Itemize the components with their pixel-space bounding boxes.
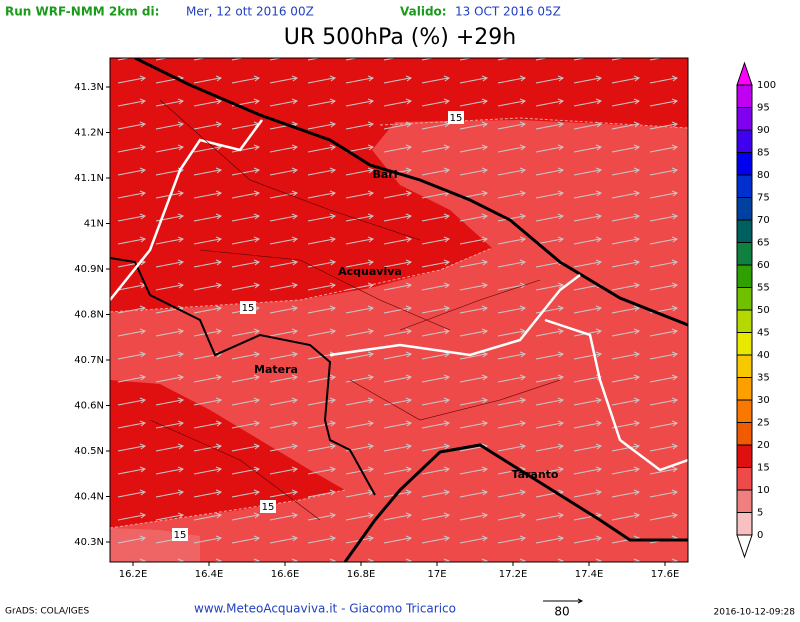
wind-vectors: [110, 58, 688, 562]
colorbar-box: [736, 489, 753, 513]
map: [110, 58, 688, 562]
lat-label: 40.7N: [74, 355, 104, 366]
lat-label: 40.5N: [74, 446, 104, 457]
lat-label: 41.2N: [74, 128, 104, 139]
colorbar-label: 10: [757, 485, 770, 496]
colorbar-label: 30: [757, 395, 770, 406]
colorbar-box: [736, 152, 753, 176]
colorbar-box: [736, 84, 753, 108]
colorbar-box: [736, 399, 753, 423]
run-date: Mer, 12 ott 2016 00Z: [186, 5, 314, 19]
colorbar-label: 40: [757, 350, 770, 361]
contour-label: 15: [242, 303, 255, 314]
lon-label: 16.4E: [195, 569, 224, 580]
lat-label: 40.3N: [74, 537, 104, 548]
colorbar-label: 55: [757, 283, 770, 294]
vector-scale-head: [577, 598, 584, 604]
software-credit: GrADS: COLA/IGES: [5, 607, 89, 617]
valid-label: Valido:: [400, 5, 447, 19]
colorbar-box: [736, 197, 753, 221]
colorbar-box: [736, 242, 753, 266]
colorbar-box: [736, 422, 753, 446]
colorbar-box: [736, 129, 753, 153]
colorbar-box: [736, 309, 753, 333]
lat-label: 40.8N: [74, 310, 104, 321]
lon-label: 16.8E: [347, 569, 376, 580]
colorbar-box: [736, 354, 753, 378]
lat-label: 41.3N: [74, 82, 104, 93]
colorbar-label: 50: [757, 305, 770, 316]
colorbar-tip: [736, 61, 753, 86]
municipal-borders: [149, 99, 561, 521]
valid-date: 13 OCT 2016 05Z: [455, 5, 561, 19]
author-credit: www.MeteoAcquaviva.it - Giacomo Tricaric…: [194, 602, 456, 616]
colorbar-label: 35: [757, 373, 770, 384]
contour-label: 15: [174, 530, 187, 541]
colorbar: 1009590858075706560555045403530252015105…: [736, 61, 776, 559]
colorbar-label: 60: [757, 260, 770, 271]
colorbar-box: [736, 264, 753, 288]
colorbar-label: 90: [757, 125, 770, 136]
axes: 41.3N 41.2N 41.1N 41N 40.9N 40.8N 40.7N 40.6N 40…: [74, 82, 679, 580]
colorbar-label: 70: [757, 215, 770, 226]
colorbar-label: 100: [757, 80, 776, 91]
lon-label: 17.2E: [499, 569, 528, 580]
contour-label: 15: [450, 113, 463, 124]
colorbar-box: [736, 444, 753, 468]
colorbar-label: 65: [757, 238, 770, 249]
colorbar-box: [736, 512, 753, 536]
timestamp: 2016-10-12-09:28: [714, 608, 796, 618]
contour: [110, 117, 688, 529]
lon-label: 17.6E: [651, 569, 680, 580]
colorbar-tip: [736, 534, 753, 559]
lat-label: 40.4N: [74, 492, 104, 503]
region-border: [110, 257, 376, 496]
contour-label: 15: [262, 502, 275, 513]
colorbar-box: [736, 287, 753, 311]
vector-scale: 80: [554, 605, 569, 619]
lat-label: 40.9N: [74, 264, 104, 275]
colorbar-box: [736, 107, 753, 131]
colorbar-box: [736, 377, 753, 401]
place-label: Bari: [372, 168, 397, 181]
lon-label: 17.4E: [575, 569, 604, 580]
contour-labels: 15 15 15 15: [172, 111, 464, 541]
place-label: Acquaviva: [338, 265, 402, 278]
colorbar-label: 85: [757, 148, 770, 159]
colorbar-label: 95: [757, 103, 770, 114]
colorbar-box: [736, 174, 753, 198]
lon-label: 16.6E: [271, 569, 300, 580]
lat-label: 40.6N: [74, 401, 104, 412]
province-border: [110, 119, 688, 472]
colorbar-label: 5: [757, 508, 763, 519]
coastline: [343, 443, 688, 562]
colorbar-box: [736, 467, 753, 491]
colorbar-label: 45: [757, 328, 770, 339]
contour-label-bg: [260, 500, 276, 513]
contour-label-bg: [172, 528, 188, 541]
lon-label: 17E: [427, 569, 446, 580]
contour-label-bg: [240, 301, 256, 314]
run-label: Run WRF-NMM 2km di:: [5, 5, 159, 19]
lat-label: 41.1N: [74, 173, 104, 184]
contour-label-bg: [448, 111, 464, 124]
title: UR 500hPa (%) +29h: [284, 25, 517, 50]
colorbar-label: 75: [757, 193, 770, 204]
place-label: Taranto: [511, 468, 558, 481]
colorbar-label: 15: [757, 463, 770, 474]
lat-label: 41N: [84, 219, 104, 230]
lon-label: 16.2E: [119, 569, 148, 580]
place-label: Matera: [254, 363, 298, 376]
colorbar-label: 0: [757, 530, 763, 541]
colorbar-label: 80: [757, 170, 770, 181]
colorbar-label: 20: [757, 440, 770, 451]
map-frame: [109, 57, 689, 563]
colorbar-box: [736, 332, 753, 356]
colorbar-box: [736, 219, 753, 243]
colorbar-label: 25: [757, 418, 770, 429]
coastline: [134, 58, 688, 327]
